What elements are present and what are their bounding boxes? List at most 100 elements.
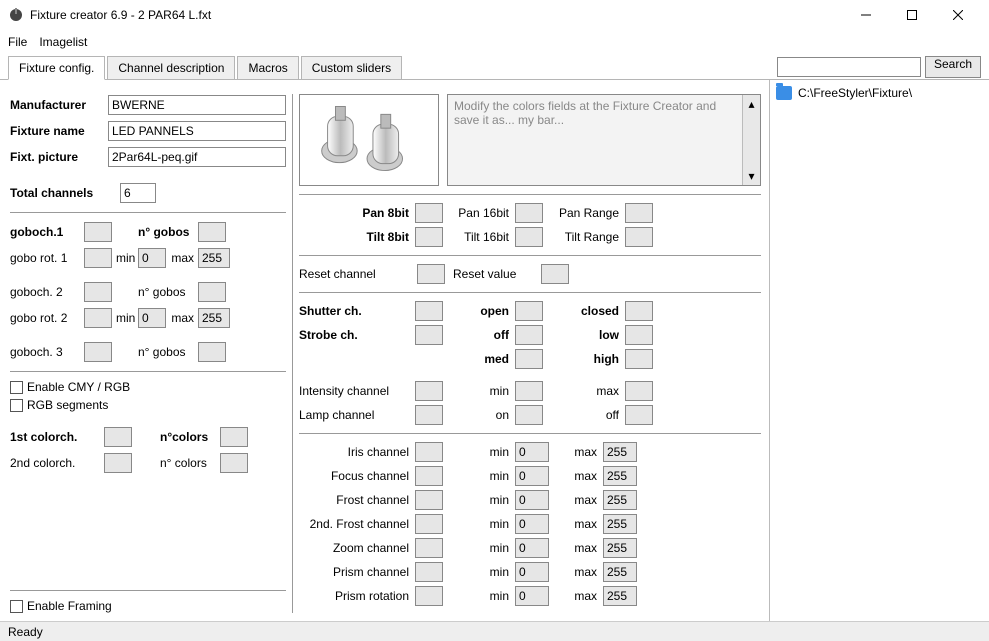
- manufacturer-input[interactable]: BWERNE: [108, 95, 286, 115]
- gobo-rot2-min[interactable]: 0: [138, 308, 166, 328]
- max2-label: max: [170, 311, 194, 325]
- first-colorch-input[interactable]: [104, 427, 132, 447]
- prism-min-input[interactable]: 0: [515, 562, 549, 582]
- low-input[interactable]: [625, 325, 653, 345]
- minimize-button[interactable]: [843, 0, 889, 30]
- closed-label: closed: [549, 304, 619, 318]
- ncolors1-input[interactable]: [220, 427, 248, 447]
- n-gobos3-input[interactable]: [198, 342, 226, 362]
- int-max-input[interactable]: [625, 381, 653, 401]
- notes-textarea[interactable]: Modify the colors fields at the Fixture …: [447, 94, 761, 186]
- lamp-off-input[interactable]: [625, 405, 653, 425]
- ncolors2-input[interactable]: [220, 453, 248, 473]
- iris-min-input[interactable]: 0: [515, 442, 549, 462]
- prism-ch-input[interactable]: [415, 562, 443, 582]
- tab-channel-description[interactable]: Channel description: [107, 56, 235, 79]
- second-colorch-input[interactable]: [104, 453, 132, 473]
- gobo-rot1-label: gobo rot. 1: [10, 251, 80, 265]
- enable-framing-label: Enable Framing: [27, 599, 112, 613]
- gobo-rot2-max[interactable]: 255: [198, 308, 230, 328]
- tab-fixture-config[interactable]: Fixture config.: [8, 56, 105, 80]
- frost2-min-input[interactable]: 0: [515, 514, 549, 534]
- focus-min-input[interactable]: 0: [515, 466, 549, 486]
- prismrot-min-input[interactable]: 0: [515, 586, 549, 606]
- frost-max-input[interactable]: 255: [603, 490, 637, 510]
- notes-scrollbar[interactable]: ▴ ▾: [742, 95, 760, 185]
- zoom-min-input[interactable]: 0: [515, 538, 549, 558]
- menu-file[interactable]: File: [8, 35, 27, 49]
- high-label: high: [549, 352, 619, 366]
- zoom-max-input[interactable]: 255: [603, 538, 637, 558]
- lamp-on-input[interactable]: [515, 405, 543, 425]
- maximize-button[interactable]: [889, 0, 935, 30]
- off-input[interactable]: [515, 325, 543, 345]
- gobo-rot2-input[interactable]: [84, 308, 112, 328]
- shutter-ch-input[interactable]: [415, 301, 443, 321]
- focus-ch-input[interactable]: [415, 466, 443, 486]
- prism-min-label: min: [449, 565, 509, 579]
- prismrot-max-input[interactable]: 255: [603, 586, 637, 606]
- goboch1-input[interactable]: [84, 222, 112, 242]
- tab-custom-sliders[interactable]: Custom sliders: [301, 56, 402, 79]
- zoom-max-label: max: [549, 541, 597, 555]
- frost-min-input[interactable]: 0: [515, 490, 549, 510]
- pan16-input[interactable]: [515, 203, 543, 223]
- zoom-ch-input[interactable]: [415, 538, 443, 558]
- gobo-rot1-min[interactable]: 0: [138, 248, 166, 268]
- int-min-input[interactable]: [515, 381, 543, 401]
- frost-ch-input[interactable]: [415, 490, 443, 510]
- status-text: Ready: [8, 625, 43, 639]
- closed-input[interactable]: [625, 301, 653, 321]
- goboch2-input[interactable]: [84, 282, 112, 302]
- strobe-ch-input[interactable]: [415, 325, 443, 345]
- n-gobos1-input[interactable]: [198, 222, 226, 242]
- search-input[interactable]: [777, 57, 921, 77]
- high-input[interactable]: [625, 349, 653, 369]
- tab-macros[interactable]: Macros: [237, 56, 298, 79]
- total-channels-input[interactable]: 6: [120, 183, 156, 203]
- int-min-label: min: [449, 384, 509, 398]
- pan8-label: Pan 8bit: [299, 206, 409, 220]
- fixture-name-input[interactable]: LED PANNELS: [108, 121, 286, 141]
- tiltrange-input[interactable]: [625, 227, 653, 247]
- title-bar: Fixture creator 6.9 - 2 PAR64 L.fxt: [0, 0, 989, 30]
- lamp-ch-input[interactable]: [415, 405, 443, 425]
- frost2-min-label: min: [449, 517, 509, 531]
- gobo-rot2-label: gobo rot. 2: [10, 311, 80, 325]
- frost2-max-input[interactable]: 255: [603, 514, 637, 534]
- pan8-input[interactable]: [415, 203, 443, 223]
- enable-cmy-checkbox[interactable]: Enable CMY / RGB: [10, 380, 286, 394]
- iris-max-input[interactable]: 255: [603, 442, 637, 462]
- scroll-down-icon[interactable]: ▾: [743, 167, 760, 185]
- focus-max-input[interactable]: 255: [603, 466, 637, 486]
- panrange-input[interactable]: [625, 203, 653, 223]
- reset-value-input[interactable]: [541, 264, 569, 284]
- iris-ch-input[interactable]: [415, 442, 443, 462]
- intensity-ch-input[interactable]: [415, 381, 443, 401]
- med-input[interactable]: [515, 349, 543, 369]
- search-button[interactable]: Search: [925, 56, 981, 78]
- folder-item[interactable]: C:\FreeStyler\Fixture\: [776, 86, 983, 100]
- reset-channel-input[interactable]: [417, 264, 445, 284]
- goboch1-label: goboch.1: [10, 225, 80, 239]
- tilt16-input[interactable]: [515, 227, 543, 247]
- prism-max-input[interactable]: 255: [603, 562, 637, 582]
- prism-max-label: max: [549, 565, 597, 579]
- scroll-up-icon[interactable]: ▴: [743, 95, 760, 113]
- menu-imagelist[interactable]: Imagelist: [39, 35, 87, 49]
- goboch3-input[interactable]: [84, 342, 112, 362]
- gobo-rot1-max[interactable]: 255: [198, 248, 230, 268]
- open-input[interactable]: [515, 301, 543, 321]
- gobo-rot1-input[interactable]: [84, 248, 112, 268]
- close-button[interactable]: [935, 0, 981, 30]
- prismrot-ch-input[interactable]: [415, 586, 443, 606]
- tilt8-input[interactable]: [415, 227, 443, 247]
- low-label: low: [549, 328, 619, 342]
- frost2-ch-input[interactable]: [415, 514, 443, 534]
- fixture-picture-input[interactable]: 2Par64L-peq.gif: [108, 147, 286, 167]
- enable-framing-checkbox[interactable]: Enable Framing: [10, 599, 286, 613]
- prism-label: Prism channel: [299, 565, 409, 579]
- folder-path: C:\FreeStyler\Fixture\: [798, 86, 912, 100]
- rgb-segments-checkbox[interactable]: RGB segments: [10, 398, 286, 412]
- n-gobos2-input[interactable]: [198, 282, 226, 302]
